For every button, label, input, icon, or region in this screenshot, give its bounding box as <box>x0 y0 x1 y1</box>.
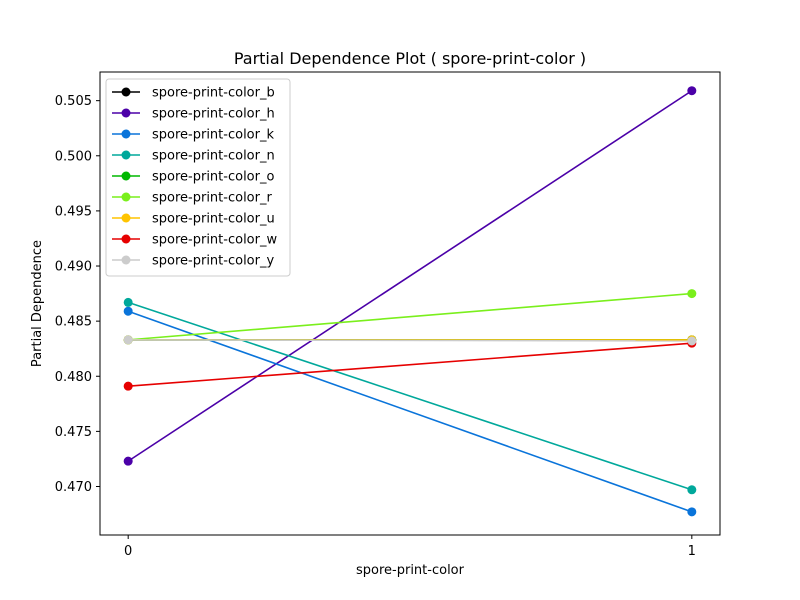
series-spore-print-color_y <box>123 335 697 346</box>
legend-label: spore-print-color_n <box>152 149 275 164</box>
legend-swatch-marker <box>121 192 131 202</box>
legend-swatch-marker <box>121 213 131 223</box>
legend-label: spore-print-color_o <box>152 170 274 185</box>
legend-item: spore-print-color_k <box>112 128 274 143</box>
series-line <box>128 292 692 341</box>
data-point <box>123 297 133 307</box>
legend-swatch-marker <box>121 108 131 118</box>
series-line <box>127 310 693 513</box>
x-tick-label: 1 <box>688 544 696 559</box>
legend-label: spore-print-color_b <box>152 86 275 101</box>
y-tick-label: 0.490 <box>55 260 92 275</box>
legend-swatch-marker <box>121 234 131 244</box>
legend-swatch-marker <box>121 87 131 97</box>
data-point <box>687 86 697 96</box>
y-tick-label: 0.475 <box>55 425 92 440</box>
plot-frame <box>99 71 721 536</box>
x-axis-label: spore-print-color <box>356 563 465 578</box>
legend-item: spore-print-color_h <box>112 107 275 122</box>
legend-item: spore-print-color_y <box>112 254 274 269</box>
y-tick-label: 0.480 <box>55 370 92 385</box>
legend-item: spore-print-color_r <box>112 191 272 206</box>
legend-label: spore-print-color_h <box>152 107 275 122</box>
data-point <box>687 289 697 299</box>
legend-label: spore-print-color_k <box>152 128 274 143</box>
data-point <box>687 336 697 346</box>
series-spore-print-color_n <box>123 297 697 495</box>
y-tick-label: 0.500 <box>55 149 92 164</box>
data-point <box>123 381 133 391</box>
series-line <box>128 342 692 387</box>
legend-swatch-marker <box>121 129 131 139</box>
legend-item: spore-print-color_n <box>112 149 275 164</box>
plot-area <box>123 86 697 517</box>
data-point <box>687 485 697 495</box>
y-axis-label: Partial Dependence <box>30 240 45 367</box>
series-spore-print-color_k <box>123 306 697 517</box>
legend-item: spore-print-color_w <box>112 233 277 248</box>
series-line <box>127 301 693 491</box>
y-tick-label: 0.485 <box>55 315 92 330</box>
legend-label: spore-print-color_y <box>152 254 274 269</box>
data-point <box>123 306 133 316</box>
y-tick-label: 0.470 <box>55 480 92 495</box>
chart-title: Partial Dependence Plot ( spore-print-co… <box>234 49 586 68</box>
legend-item: spore-print-color_o <box>112 170 274 185</box>
legend-item: spore-print-color_b <box>112 86 275 101</box>
data-point <box>123 335 133 345</box>
legend-swatch-marker <box>121 171 131 181</box>
data-point <box>687 507 697 517</box>
series-line <box>128 339 692 342</box>
legend-box <box>105 78 291 277</box>
legend-label: spore-print-color_r <box>152 191 272 206</box>
legend-swatch-marker <box>121 150 131 160</box>
legend-item: spore-print-color_u <box>112 212 275 227</box>
data-point <box>123 456 133 466</box>
series-spore-print-color_h <box>123 86 697 466</box>
legend-label: spore-print-color_w <box>152 233 277 248</box>
y-tick-label: 0.495 <box>55 204 92 219</box>
legend-label: spore-print-color_u <box>152 212 275 227</box>
x-tick-label: 0 <box>124 544 132 559</box>
legend: spore-print-color_b spore-print-color_hsp… <box>105 78 291 277</box>
series-line <box>127 90 693 462</box>
legend-swatch-marker <box>121 255 131 265</box>
y-tick-label: 0.505 <box>55 94 92 109</box>
y-axis: 0.470 0.475 0.480 0.485 0.490 0.495 0.500 0.505 <box>55 94 100 495</box>
